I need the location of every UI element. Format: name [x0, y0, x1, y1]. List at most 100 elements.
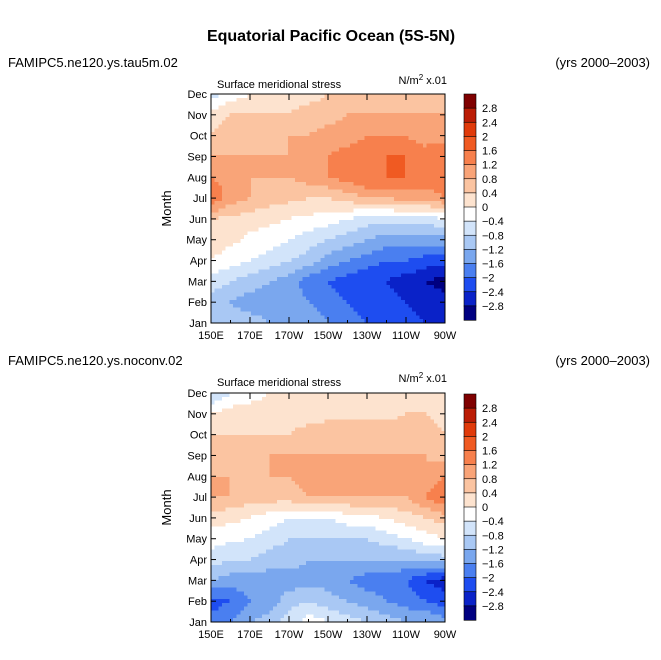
- contour-cell: [324, 427, 329, 432]
- contour-cell: [430, 162, 435, 168]
- contour-cell: [393, 197, 399, 202]
- contour-cell: [412, 181, 417, 187]
- contour-cell: [284, 158, 289, 164]
- contour-cell: [415, 292, 421, 297]
- contour-cell: [306, 189, 311, 194]
- contour-cell: [328, 319, 333, 324]
- contour-cell: [390, 235, 395, 240]
- contour-cell: [306, 174, 311, 179]
- contour-cell: [214, 231, 219, 236]
- contour-cell: [368, 101, 373, 107]
- contour-cell: [430, 300, 435, 305]
- contour-cell: [229, 242, 234, 248]
- contour-cell: [324, 227, 329, 232]
- contour-field: [211, 393, 446, 623]
- contour-cell: [342, 197, 347, 202]
- contour-cell: [368, 404, 373, 409]
- contour-cell: [437, 242, 442, 248]
- contour-cell: [360, 265, 366, 271]
- contour-cell: [320, 400, 325, 406]
- contour-cell: [401, 427, 406, 432]
- contour-cell: [434, 166, 439, 171]
- contour-cell: [360, 250, 366, 255]
- contour-cell: [320, 94, 325, 99]
- contour-cell: [386, 235, 391, 240]
- contour-cell: [251, 311, 256, 316]
- contour-cell: [298, 113, 304, 118]
- contour-cell: [302, 235, 307, 240]
- contour-cell: [306, 94, 311, 99]
- contour-cell: [221, 135, 227, 141]
- contour-cell: [287, 307, 293, 313]
- contour-cell: [338, 181, 344, 187]
- contour-cell: [295, 412, 300, 417]
- contour-cell: [338, 128, 344, 133]
- contour-cell: [265, 109, 271, 114]
- contour-cell: [258, 147, 263, 152]
- contour-cell: [434, 427, 439, 432]
- contour-cell: [276, 223, 282, 229]
- contour-cell: [254, 189, 260, 194]
- contour-cell: [273, 300, 278, 305]
- contour-cell: [412, 231, 417, 236]
- contour-cell: [375, 303, 380, 309]
- contour-cell: [357, 170, 362, 175]
- contour-cell: [313, 408, 318, 413]
- contour-cell: [247, 246, 252, 252]
- contour-cell: [368, 303, 373, 309]
- contour-cell: [430, 132, 435, 137]
- contour-cell: [265, 219, 271, 225]
- contour-cell: [386, 177, 391, 183]
- contour-cell: [423, 116, 428, 122]
- contour-cell: [353, 250, 358, 255]
- contour-cell: [379, 212, 384, 217]
- contour-cell: [346, 288, 351, 294]
- contour-cell: [404, 105, 410, 110]
- contour-cell: [276, 166, 282, 171]
- contour-cell: [317, 97, 322, 103]
- contour-cell: [236, 250, 241, 255]
- contour-cell: [328, 155, 333, 160]
- contour-cell: [298, 400, 304, 406]
- contour-cell: [412, 223, 417, 229]
- contour-cell: [236, 155, 241, 160]
- contour-cell: [306, 212, 311, 217]
- contour-cell: [434, 116, 439, 122]
- contour-cell: [342, 181, 347, 187]
- contour-cell: [357, 269, 362, 274]
- contour-cell: [262, 427, 267, 432]
- contour-cell: [269, 189, 274, 194]
- contour-cell: [335, 151, 340, 156]
- contour-cell: [320, 442, 325, 448]
- contour-cell: [243, 143, 249, 149]
- contour-cell: [298, 128, 304, 133]
- contour-cell: [306, 223, 311, 229]
- contour-cell: [265, 135, 271, 141]
- contour-cell: [262, 212, 267, 217]
- contour-cell: [412, 393, 417, 398]
- contour-cell: [437, 185, 442, 191]
- contour-cell: [273, 219, 278, 225]
- contour-cell: [232, 400, 238, 406]
- contour-cell: [379, 143, 384, 149]
- contour-cell: [430, 135, 435, 141]
- contour-cell: [423, 431, 428, 436]
- contour-cell: [342, 431, 347, 436]
- contour-cell: [214, 101, 219, 107]
- contour-cell: [338, 200, 344, 206]
- contour-cell: [211, 434, 216, 440]
- contour-cell: [269, 415, 274, 421]
- contour-cell: [397, 242, 402, 248]
- contour-cell: [346, 254, 351, 259]
- contour-cell: [229, 431, 234, 436]
- contour-cell: [262, 300, 267, 305]
- contour-cell: [298, 239, 304, 244]
- contour-cell: [309, 212, 314, 217]
- contour-cell: [415, 139, 421, 145]
- contour-cell: [335, 393, 340, 398]
- contour-cell: [397, 404, 402, 409]
- contour-cell: [349, 408, 355, 413]
- contour-cell: [430, 227, 435, 232]
- contour-cell: [412, 319, 417, 324]
- contour-cell: [349, 166, 355, 171]
